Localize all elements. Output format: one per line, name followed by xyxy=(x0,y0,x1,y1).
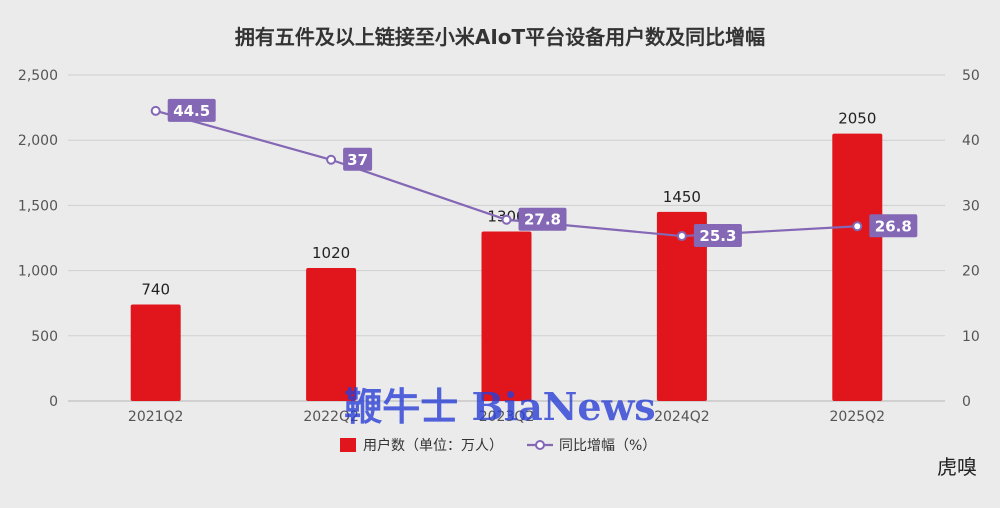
x-axis: 2021Q2 2022Q2 2023Q2 2024Q2 2025Q2 xyxy=(128,409,885,425)
bar xyxy=(481,231,532,401)
line-series: 44.5 37 27.8 25.3 26.8 xyxy=(150,98,918,248)
line-label-box xyxy=(167,98,216,122)
right-tick-label: 20 xyxy=(962,264,980,280)
chart-title: 拥有五件及以上链接至小米AIoT平台设备用户数及同比增幅 xyxy=(235,25,765,49)
bar xyxy=(656,211,707,401)
legend-line-marker xyxy=(535,440,545,450)
line-value-label: 44.5 xyxy=(173,102,210,120)
legend-bar-label: 用户数（单位：万人） xyxy=(363,437,503,454)
line-point xyxy=(676,231,687,242)
legend: 用户数（单位：万人） 同比增幅（%） xyxy=(340,437,656,454)
line-label-box xyxy=(343,147,373,171)
left-tick-label: 2,500 xyxy=(18,68,58,84)
bar-value-label: 1020 xyxy=(312,244,350,262)
x-tick-label: 2024Q2 xyxy=(654,409,710,425)
right-axis: 0 10 20 30 40 50 xyxy=(962,68,980,410)
left-tick-label: 1,500 xyxy=(18,198,58,214)
x-tick-label: 2022Q2 xyxy=(303,409,359,425)
right-tick-label: 50 xyxy=(962,68,980,84)
right-tick-label: 40 xyxy=(962,133,980,149)
left-tick-label: 0 xyxy=(49,394,58,410)
legend-bar-swatch xyxy=(340,438,356,452)
right-tick-label: 30 xyxy=(962,198,980,214)
left-tick-label: 500 xyxy=(31,329,58,345)
x-tick-label: 2025Q2 xyxy=(830,409,886,425)
x-tick-label: 2021Q2 xyxy=(128,409,184,425)
bar-value-label: 2050 xyxy=(838,110,876,128)
bar xyxy=(832,133,883,401)
line-point xyxy=(852,221,863,232)
line-value-label: 27.8 xyxy=(524,211,561,229)
watermark: 鞭牛士 BiaNews xyxy=(344,384,655,429)
right-tick-label: 0 xyxy=(962,394,971,410)
bar xyxy=(130,304,181,401)
line-point xyxy=(326,154,337,165)
left-tick-label: 1,000 xyxy=(18,264,58,280)
line-label-box xyxy=(693,224,742,248)
legend-line-label: 同比增幅（%） xyxy=(559,438,656,454)
right-tick-label: 10 xyxy=(962,329,980,345)
bar-series xyxy=(130,133,883,401)
line-point xyxy=(150,105,161,116)
bar-value-label: 1450 xyxy=(663,188,701,206)
line-value-label: 37 xyxy=(347,151,368,169)
logo: 虎嗅 xyxy=(937,455,977,479)
line-point xyxy=(501,214,512,225)
line-label-box xyxy=(869,214,918,238)
bar xyxy=(306,267,357,401)
bar-value-label: 740 xyxy=(141,281,170,299)
line-value-label: 25.3 xyxy=(699,227,736,245)
line-label-box xyxy=(518,207,567,231)
x-tick-label: 2023Q2 xyxy=(479,409,535,425)
line-value-label: 26.8 xyxy=(875,217,912,235)
left-axis: 0 500 1,000 1,500 2,000 2,500 xyxy=(18,68,58,410)
left-tick-label: 2,000 xyxy=(18,133,58,149)
